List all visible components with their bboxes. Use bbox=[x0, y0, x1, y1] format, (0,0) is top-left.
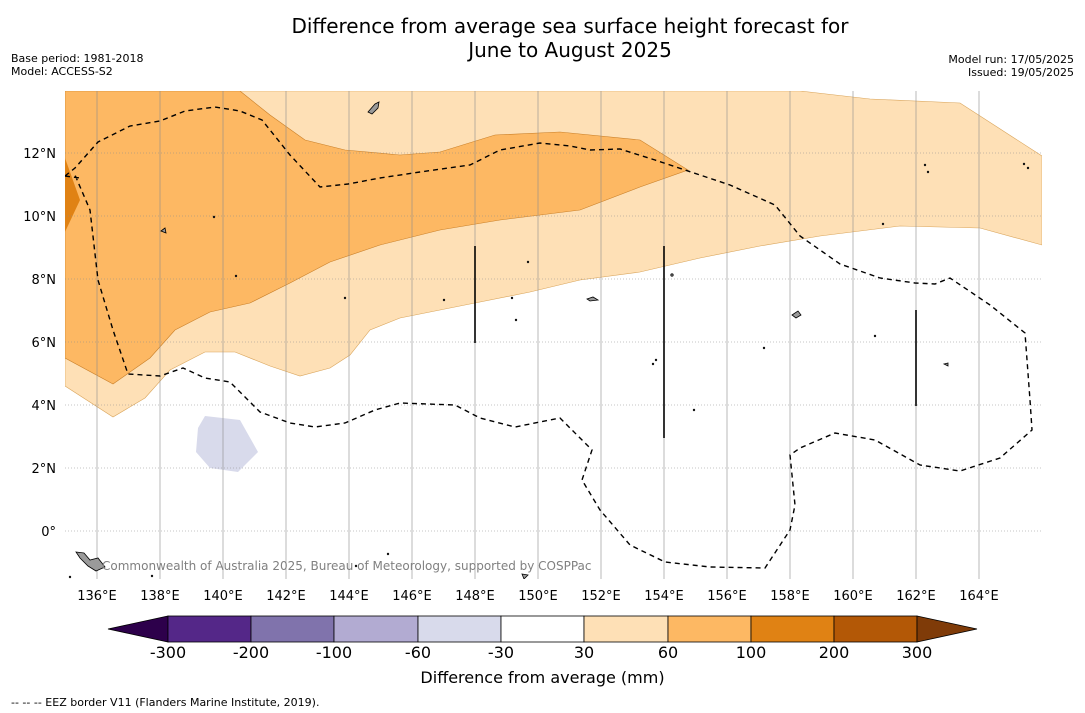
colorbar-segment-9 bbox=[833, 615, 918, 643]
anomaly-region-negative bbox=[196, 416, 258, 472]
cbar-tick-30: 30 bbox=[574, 643, 594, 662]
lon-label-160e: 160°E bbox=[833, 589, 873, 604]
colorbar-title: Difference from average (mm) bbox=[420, 668, 665, 687]
lat-label-0: 0° bbox=[41, 525, 56, 540]
lon-label-162e: 162°E bbox=[896, 589, 936, 604]
colorbar-segment-7 bbox=[667, 615, 752, 643]
lon-label-146e: 146°E bbox=[392, 589, 432, 604]
meta-right: Model run: 17/05/2025 Issued: 19/05/2025 bbox=[948, 53, 1074, 79]
colorbar-extend-high bbox=[916, 615, 978, 643]
lon-label-140e: 140°E bbox=[203, 589, 243, 604]
lon-label-136e: 136°E bbox=[77, 589, 117, 604]
colorbar-segment-1 bbox=[167, 615, 252, 643]
lat-tick-labels: 12°N 10°N 8°N 6°N 4°N 2°N 0° bbox=[23, 147, 56, 540]
lon-label-138e: 138°E bbox=[140, 589, 180, 604]
lat-label-12n: 12°N bbox=[23, 147, 56, 162]
colorbar-tick-labels: -300 -200 -100 -60 -30 30 60 100 200 300 bbox=[150, 643, 932, 662]
colorbar-segment-8 bbox=[750, 615, 835, 643]
chart-title: Difference from average sea surface heig… bbox=[0, 14, 1085, 62]
colorbar-segment-4 bbox=[417, 615, 502, 643]
colorbar-segment-6 bbox=[583, 615, 669, 643]
copyright-text: Commonwealth of Australia 2025, Bureau o… bbox=[102, 559, 592, 573]
cbar-tick-m200: -200 bbox=[233, 643, 269, 662]
colorbar bbox=[107, 615, 978, 643]
cbar-tick-300: 300 bbox=[902, 643, 933, 662]
colorbar-segment-2 bbox=[250, 615, 335, 643]
anomaly-region-60-100 bbox=[65, 91, 689, 385]
colorbar-segment-5 bbox=[500, 615, 585, 643]
lon-label-164e: 164°E bbox=[959, 589, 999, 604]
model-run: Model run: 17/05/2025 bbox=[948, 53, 1074, 66]
footer-eez-note: -- -- -- EEZ border V11 (Flanders Marine… bbox=[11, 696, 320, 709]
lat-label-8n: 8°N bbox=[32, 273, 57, 288]
colorbar-segment-3 bbox=[333, 615, 419, 643]
lon-label-142e: 142°E bbox=[266, 589, 306, 604]
cbar-tick-60: 60 bbox=[658, 643, 678, 662]
lon-label-144e: 144°E bbox=[329, 589, 369, 604]
issued-date: Issued: 19/05/2025 bbox=[967, 66, 1074, 79]
base-period: Base period: 1981-2018 bbox=[11, 52, 144, 65]
cbar-tick-200: 200 bbox=[819, 643, 850, 662]
lon-label-158e: 158°E bbox=[770, 589, 810, 604]
model-name: Model: ACCESS-S2 bbox=[11, 65, 113, 78]
cbar-tick-m100: -100 bbox=[316, 643, 352, 662]
title-line-2: June to August 2025 bbox=[468, 38, 672, 62]
lat-label-2n: 2°N bbox=[32, 462, 57, 477]
eez-segments bbox=[474, 246, 917, 438]
lon-label-156e: 156°E bbox=[707, 589, 747, 604]
lon-tick-labels: 136°E 138°E 140°E 142°E 144°E 146°E 148°… bbox=[77, 589, 999, 604]
eez-border bbox=[65, 106, 1033, 569]
lat-label-6n: 6°N bbox=[32, 336, 57, 351]
lon-label-148e: 148°E bbox=[455, 589, 495, 604]
cbar-tick-m30: -30 bbox=[488, 643, 514, 662]
map-plot-area: Commonwealth of Australia 2025, Bureau o… bbox=[65, 91, 1042, 579]
colorbar-extend-low bbox=[107, 615, 169, 643]
parallels bbox=[65, 152, 1042, 532]
cbar-tick-m300: -300 bbox=[150, 643, 186, 662]
cbar-tick-100: 100 bbox=[736, 643, 767, 662]
cbar-tick-m60: -60 bbox=[405, 643, 431, 662]
lon-label-152e: 152°E bbox=[581, 589, 621, 604]
lat-label-10n: 10°N bbox=[23, 210, 56, 225]
meta-left: Base period: 1981-2018 Model: ACCESS-S2 bbox=[11, 52, 143, 78]
lon-label-150e: 150°E bbox=[518, 589, 558, 604]
lat-label-4n: 4°N bbox=[32, 399, 57, 414]
title-line-1: Difference from average sea surface heig… bbox=[291, 14, 849, 38]
lon-label-154e: 154°E bbox=[644, 589, 684, 604]
islands bbox=[68, 101, 1030, 579]
